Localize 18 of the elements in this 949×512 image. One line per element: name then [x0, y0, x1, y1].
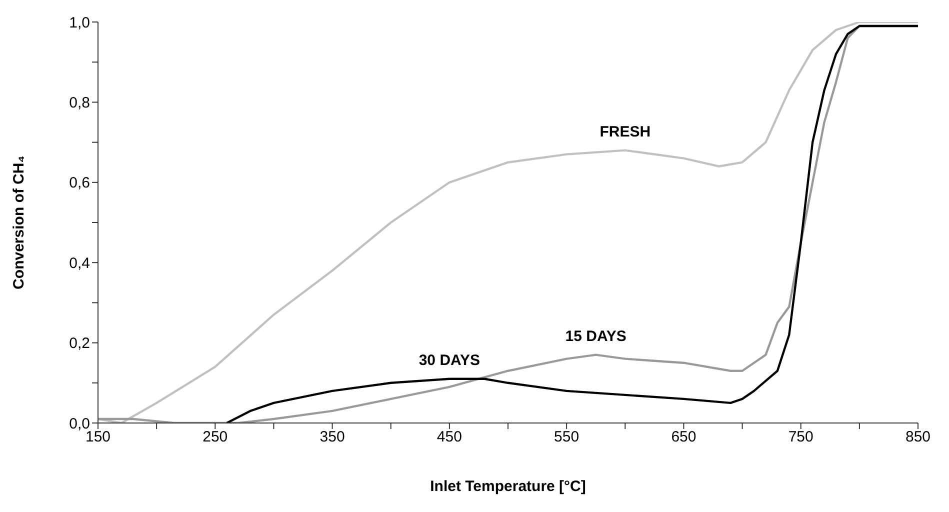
line-series	[226, 24, 918, 423]
series-label: 15 DAYS	[565, 328, 626, 345]
y-tick-label: 0,8	[69, 94, 90, 112]
x-tick-label: 450	[436, 428, 462, 446]
y-tick-label: 1,0	[69, 14, 90, 32]
series-label: 30 DAYS	[418, 352, 480, 369]
series-label: FRESH	[600, 123, 651, 140]
y-tick-label: 0,6	[69, 174, 90, 192]
y-axis-title: Conversion of CH₄	[10, 156, 28, 290]
x-tick-label: 850	[905, 428, 931, 446]
y-tick-label: 0,2	[69, 335, 90, 352]
x-tick-label: 250	[202, 428, 228, 446]
y-tick-label: 0,4	[69, 254, 90, 272]
x-axis-title: Inlet Temperature [°C]	[430, 478, 586, 495]
x-tick-label: 650	[671, 428, 696, 446]
x-tick-label: 550	[554, 428, 580, 446]
x-tick-label: 750	[788, 428, 814, 446]
x-tick-label: 350	[320, 428, 345, 446]
